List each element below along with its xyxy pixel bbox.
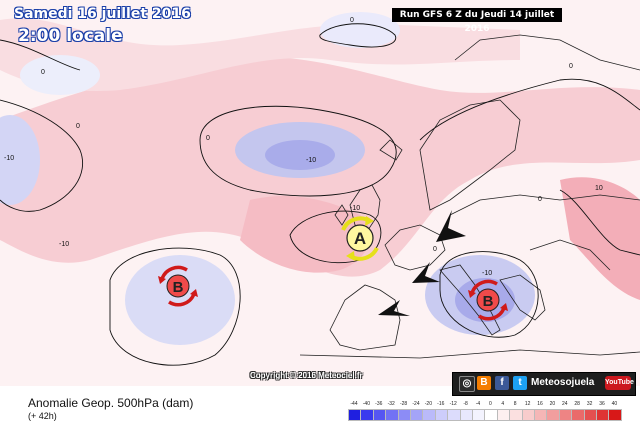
trough-arrows [378,210,466,316]
low-pressure-center: B [158,265,198,307]
low-pressure-letter: B [483,293,494,310]
scale-label: 8 [513,401,517,407]
negative-anomaly-area [320,12,400,48]
low-pressure-center: B [468,279,508,321]
zero-contours [0,23,640,366]
scale-label: 12 [524,401,531,407]
scale-label: -44 [350,401,358,407]
contour-label-minus-ten: -10 [350,205,360,212]
negative-anomaly-area [265,140,335,170]
model-run-label: Run GFS 6 Z du Jeudi 14 juillet 2016 [392,8,562,34]
blogger-icon[interactable]: B [477,376,491,390]
contour-label-minus-ten: -10 [4,155,14,162]
contour-label-zero: 0 [569,63,573,70]
scale-label: -12 [449,401,457,407]
scale-label: -32 [387,401,395,407]
contour-label-plus-ten: 10 [595,185,603,192]
high-pressure-center: A [341,216,379,261]
negative-anomaly-area [20,55,100,95]
contour-label-zero: 0 [433,246,437,253]
twitter-icon[interactable]: t [513,376,527,390]
scale-label: 20 [549,401,556,407]
contour-label-zero: 0 [206,135,210,142]
scale-label: 40 [611,401,618,407]
negative-anomaly-area [0,115,40,205]
scale-label: -28 [399,401,408,407]
high-pressure-letter: A [354,229,366,248]
scale-label: -40 [362,401,370,407]
scale-label: 24 [562,401,568,407]
contour-label-minus-ten: -10 [482,270,492,277]
scale-label: -20 [424,401,432,407]
scale-label: -8 [463,401,468,407]
contour-label-zero: 0 [41,69,45,76]
facebook-icon[interactable]: f [495,376,509,390]
lead-time: (+ 42h) [28,411,57,421]
scale-label: 0 [489,401,492,407]
variable-title: Anomalie Geop. 500hPa (dam) [28,396,194,410]
contour-label-minus-ten: -10 [306,157,316,164]
scale-label: 16 [537,401,543,407]
scale-label: 28 [574,401,580,407]
scale-swatch [608,409,623,421]
contour-label-zero: 0 [538,196,542,203]
contour-label-minus-ten: -10 [59,241,69,248]
scale-label: 36 [599,401,605,407]
scale-label: -36 [375,401,383,407]
scale-label: -4 [475,401,481,407]
scale-label: 32 [586,401,593,407]
forecast-date: Samedi 16 juillet 2016 [14,6,191,22]
coastlines [299,34,640,359]
contour-label-zero: 0 [76,123,80,130]
negative-anomaly-area [125,255,235,345]
instagram-icon[interactable]: ◎ [459,376,475,392]
forecast-local-time: 2:00 locale [18,26,123,46]
contour-label-zero: 0 [350,17,354,24]
scale-label: -16 [437,401,445,407]
branding-bar: ◎ B f t Meteosojuela YouTube [452,372,636,396]
low-pressure-letter: B [173,279,184,296]
youtube-icon[interactable]: YouTube [605,376,634,390]
positive-anomaly-band [240,195,371,273]
brand-name: Meteosojuela [531,377,595,388]
copyright-text: Copyright © 2016 Meteociel.fr [250,371,363,380]
scale-label: 4 [501,401,505,407]
scale-label: -24 [412,401,420,407]
